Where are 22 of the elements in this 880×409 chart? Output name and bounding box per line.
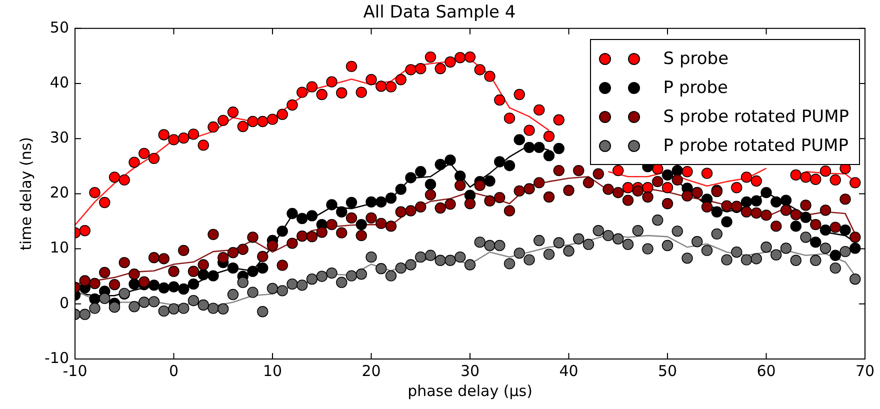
y-tick-label: 20	[50, 184, 69, 202]
y-tick-label: 50	[50, 18, 69, 36]
legend-label: P probe	[663, 78, 728, 98]
x-tick-label: 70	[855, 362, 875, 380]
legend-label: P probe rotated PUMP	[663, 136, 848, 156]
x-tick-label: 40	[559, 362, 578, 380]
x-tick-label: 50	[658, 362, 678, 380]
x-tick-label: 20	[362, 362, 381, 380]
y-tick-label: 30	[50, 128, 69, 146]
x-tick-label: 10	[262, 362, 282, 380]
x-axis-title: phase delay (μs)	[408, 382, 532, 400]
y-tick-label: 40	[50, 73, 69, 92]
chart-title: All Data Sample 4	[363, 2, 516, 23]
y-tick-label: 10	[50, 238, 69, 257]
legend-label: S probe	[663, 48, 729, 69]
x-tick-label: 0	[168, 362, 179, 380]
x-tick-label: 30	[460, 362, 480, 380]
legend-label: S probe rotated PUMP	[663, 106, 849, 127]
y-tick-label: -10	[44, 348, 69, 367]
y-tick-label: 0	[59, 294, 69, 312]
x-tick-label: 60	[756, 362, 776, 380]
y-axis-title: time delay (ns)	[16, 136, 35, 250]
